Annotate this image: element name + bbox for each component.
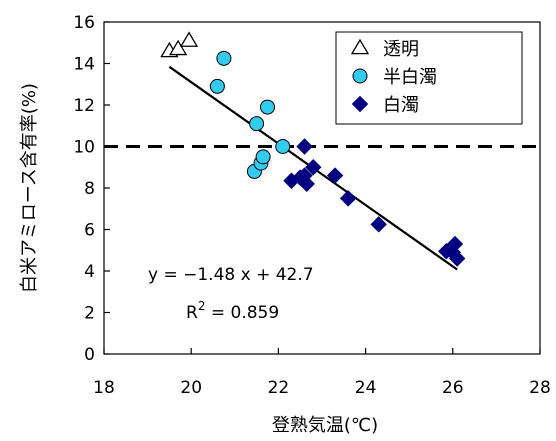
x-tick-label: 24 (355, 378, 377, 398)
regression-equation-text: y = −1.48 x + 42.7 (148, 265, 314, 285)
y-tick-label: 14 (73, 55, 95, 75)
x-tick-label: 18 (93, 378, 115, 398)
data-point-diamond (326, 167, 344, 184)
data-point-diamond (296, 167, 313, 184)
x-axis-label: 登熟気温(℃) (272, 415, 378, 436)
data-point-circle (275, 139, 291, 154)
data-point-circle (255, 149, 271, 165)
r-squared-value: = 0.859 (205, 303, 279, 323)
data-point-triangle-open (168, 39, 188, 56)
data-point-diamond (339, 190, 357, 207)
y-axis-label: 白米アミロース含有率(%) (19, 83, 40, 293)
x-tick-label: 20 (180, 378, 202, 398)
r-squared-exponent: 2 (198, 299, 206, 313)
data-point-diamond (446, 235, 464, 253)
data-point-circle (216, 50, 232, 66)
svg-text:R2 = 0.859: R2 = 0.859 (186, 299, 279, 323)
y-tick-label: 6 (84, 221, 95, 241)
y-tick-label: 4 (84, 262, 95, 282)
data-point-diamond (296, 138, 313, 155)
data-point-circle (209, 78, 225, 94)
y-tick-label: 0 (84, 345, 95, 365)
plot-area (104, 31, 540, 271)
legend-label: 透明 (383, 39, 419, 60)
x-tick-label: 22 (268, 378, 290, 398)
y-tick-label: 2 (84, 304, 95, 324)
legend-label: 白濁 (383, 95, 419, 116)
r-squared-symbol: R (186, 303, 198, 323)
legend-marker-triangle-open (350, 38, 370, 55)
data-point-diamond (448, 250, 466, 267)
legend-marker-circle (352, 68, 368, 84)
x-tick-label: 26 (442, 378, 464, 398)
x-tick-label: 28 (529, 378, 551, 398)
data-point-circle (249, 116, 265, 132)
legend-marker-diamond (351, 95, 369, 113)
y-tick-label: 12 (73, 96, 95, 116)
data-point-diamond (305, 159, 322, 176)
y-tick-label: 16 (73, 13, 95, 33)
y-tick-label: 10 (73, 138, 95, 158)
r-squared: R2 = 0.859 (186, 299, 279, 323)
regression-equation: y = −1.48 x + 42.7 (148, 265, 314, 285)
data-point-triangle-open (179, 31, 199, 47)
y-tick-label: 8 (84, 179, 95, 199)
legend-label: 半白濁 (383, 67, 437, 88)
data-point-diamond (370, 216, 387, 233)
data-point-circle (260, 99, 275, 115)
